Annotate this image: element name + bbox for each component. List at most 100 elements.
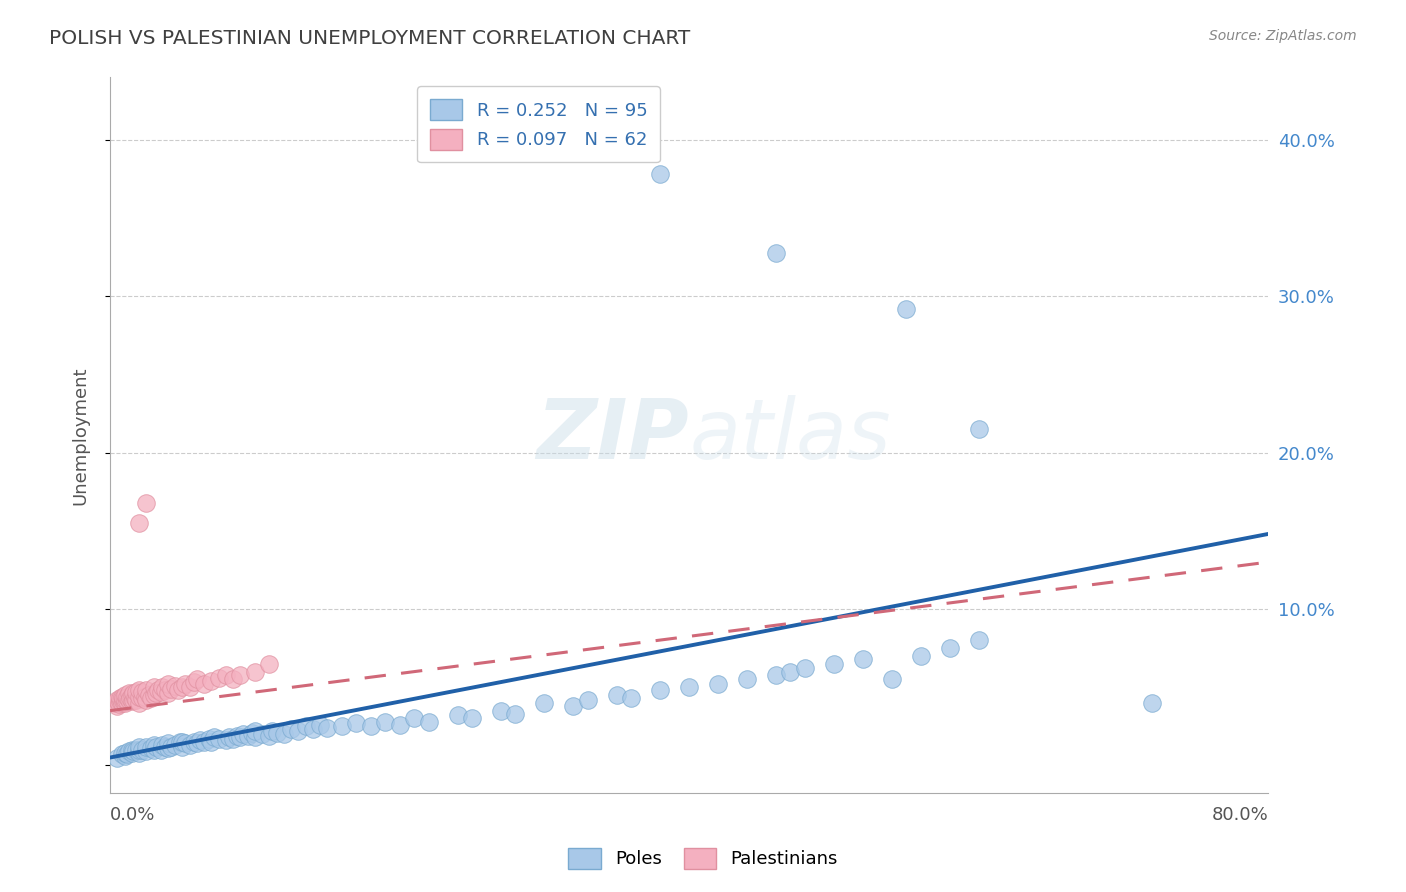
- Point: [131, 685, 153, 699]
- Point: [232, 727, 254, 741]
- Point: [880, 673, 903, 687]
- Point: [316, 721, 339, 735]
- Point: [193, 735, 215, 749]
- Point: [121, 694, 143, 708]
- Point: [229, 730, 252, 744]
- Point: [114, 688, 136, 702]
- Point: [301, 723, 323, 737]
- Point: [200, 673, 222, 688]
- Point: [793, 661, 815, 675]
- Point: [259, 729, 281, 743]
- Point: [262, 723, 284, 738]
- Point: [309, 717, 332, 731]
- Point: [823, 657, 845, 671]
- Point: [150, 680, 173, 694]
- Point: [172, 735, 194, 749]
- Point: [149, 685, 172, 699]
- Point: [215, 667, 238, 681]
- Text: atlas: atlas: [689, 395, 891, 476]
- Point: [360, 719, 382, 733]
- Point: [114, 696, 136, 710]
- Point: [118, 744, 141, 758]
- Point: [896, 301, 918, 316]
- Point: [489, 704, 512, 718]
- Point: [388, 717, 411, 731]
- Point: [117, 747, 139, 762]
- Point: [128, 742, 150, 756]
- Point: [124, 691, 146, 706]
- Point: [105, 750, 128, 764]
- Point: [125, 742, 148, 756]
- Point: [128, 746, 150, 760]
- Point: [938, 641, 960, 656]
- Point: [188, 733, 211, 747]
- Point: [103, 696, 125, 710]
- Point: [121, 688, 143, 702]
- Point: [145, 739, 167, 754]
- Point: [240, 725, 263, 739]
- Point: [108, 694, 131, 708]
- Point: [128, 516, 150, 530]
- Point: [142, 680, 165, 694]
- Point: [193, 677, 215, 691]
- Point: [287, 723, 309, 738]
- Point: [967, 422, 990, 436]
- Point: [1142, 696, 1164, 710]
- Point: [167, 683, 190, 698]
- Point: [967, 633, 990, 648]
- Point: [707, 677, 730, 691]
- Point: [128, 739, 150, 754]
- Point: [135, 739, 157, 754]
- Point: [122, 692, 145, 706]
- Point: [576, 692, 599, 706]
- Point: [678, 680, 700, 694]
- Point: [186, 673, 208, 687]
- Point: [105, 698, 128, 713]
- Legend: Poles, Palestinians: Poles, Palestinians: [561, 840, 845, 876]
- Point: [114, 692, 136, 706]
- Point: [131, 742, 153, 756]
- Point: [111, 747, 134, 762]
- Point: [183, 675, 205, 690]
- Point: [533, 696, 555, 710]
- Point: [250, 727, 273, 741]
- Point: [112, 694, 135, 708]
- Point: [620, 691, 643, 706]
- Point: [606, 688, 628, 702]
- Point: [156, 741, 179, 756]
- Point: [222, 731, 245, 746]
- Point: [142, 738, 165, 752]
- Point: [172, 680, 194, 694]
- Point: [122, 686, 145, 700]
- Point: [114, 746, 136, 760]
- Point: [160, 681, 183, 696]
- Point: [153, 739, 176, 754]
- Point: [111, 696, 134, 710]
- Point: [169, 735, 191, 749]
- Point: [146, 683, 169, 698]
- Point: [153, 683, 176, 698]
- Point: [156, 736, 179, 750]
- Point: [174, 677, 197, 691]
- Point: [135, 683, 157, 698]
- Point: [765, 667, 787, 681]
- Point: [117, 694, 139, 708]
- Point: [112, 691, 135, 706]
- Point: [226, 729, 249, 743]
- Point: [294, 719, 316, 733]
- Point: [202, 730, 225, 744]
- Point: [165, 679, 187, 693]
- Legend: R = 0.252   N = 95, R = 0.097   N = 62: R = 0.252 N = 95, R = 0.097 N = 62: [418, 87, 659, 162]
- Point: [149, 742, 172, 756]
- Point: [243, 665, 266, 679]
- Point: [183, 735, 205, 749]
- Point: [174, 736, 197, 750]
- Point: [273, 727, 295, 741]
- Point: [222, 673, 245, 687]
- Point: [330, 719, 353, 733]
- Point: [259, 657, 281, 671]
- Point: [135, 692, 157, 706]
- Point: [852, 652, 875, 666]
- Point: [735, 673, 758, 687]
- Point: [765, 245, 787, 260]
